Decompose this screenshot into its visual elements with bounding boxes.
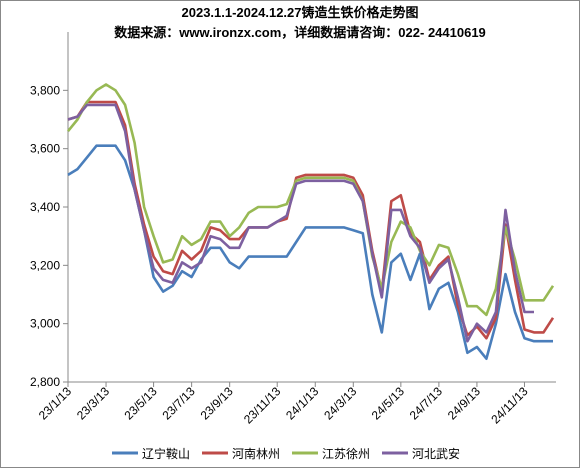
series-line [66, 83, 555, 317]
chart-subtitle: 数据来源：www.ironzx.com，详细数据请咨询：022- 2441061… [114, 25, 486, 40]
y-tick-label: 3,200 [30, 258, 60, 272]
y-tick-label: 3,000 [30, 317, 60, 331]
legend-label: 河北武安 [412, 446, 460, 461]
y-tick-label: 2,800 [30, 375, 60, 389]
legend-label: 河南林州 [232, 446, 280, 461]
y-tick-label: 3,800 [30, 83, 60, 97]
series-line [67, 103, 534, 343]
y-tick-label: 3,400 [30, 200, 60, 214]
legend-label: 江苏徐州 [322, 446, 370, 461]
legend-label: 辽宁鞍山 [142, 446, 190, 461]
chart-title: 2023.1.1-2024.12.27铸造生铁价格走势图 [182, 5, 419, 20]
y-tick-label: 3,600 [30, 142, 60, 156]
